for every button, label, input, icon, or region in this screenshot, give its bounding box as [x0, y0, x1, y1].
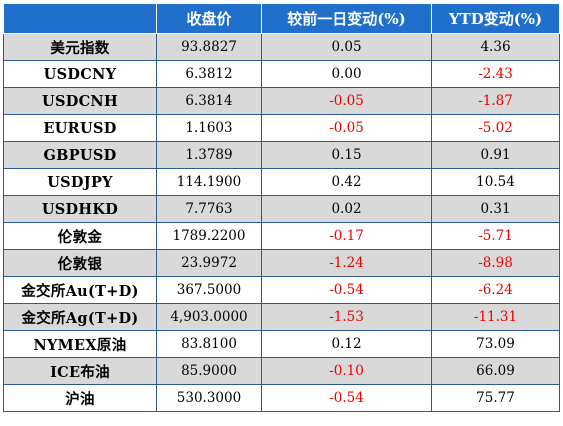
table-row: USDCNY 6.3812 0.00 -2.43	[3, 60, 560, 88]
header-daily-change: 较前一日变动(%)	[261, 3, 432, 34]
instrument-name-cell: 金交所Ag(T+D)	[3, 303, 157, 331]
market-table-frame: 收盘价 较前一日变动(%) YTD变动(%) 美元指数 93.8827 0.05 4.…	[3, 3, 560, 422]
instrument-name-cell: ICE布油	[3, 357, 157, 385]
instrument-name-cell: USDCNH	[3, 87, 157, 115]
close-price-cell: 530.3000	[156, 384, 262, 412]
close-price-cell: 85.9000	[156, 357, 262, 385]
table-row: 金交所Ag(T+D) 4,903.0000 -1.53 -11.31	[3, 303, 560, 331]
instrument-name-cell: NYMEX原油	[3, 330, 157, 358]
instrument-name-cell: 美元指数	[3, 33, 157, 61]
close-price-cell: 114.1900	[156, 168, 262, 196]
ytd-change-cell: -2.43	[431, 60, 560, 88]
daily-change-cell: 0.00	[261, 60, 432, 88]
daily-change-cell: 0.05	[261, 33, 432, 61]
table-row: 美元指数 93.8827 0.05 4.36	[3, 33, 560, 61]
header-row: 收盘价 较前一日变动(%) YTD变动(%)	[3, 3, 560, 34]
ytd-change-cell: 66.09	[431, 357, 560, 385]
close-price-cell: 93.8827	[156, 33, 262, 61]
instrument-name-cell: USDJPY	[3, 168, 157, 196]
header-close: 收盘价	[156, 3, 262, 34]
daily-change-cell: -1.24	[261, 249, 432, 277]
daily-change-cell: -0.17	[261, 222, 432, 250]
table-row: USDCNH 6.3814 -0.05 -1.87	[3, 87, 560, 115]
close-price-cell: 23.9972	[156, 249, 262, 277]
market-data-table: 收盘价 较前一日变动(%) YTD变动(%) 美元指数 93.8827 0.05 4.…	[3, 3, 560, 412]
close-price-cell: 6.3814	[156, 87, 262, 115]
daily-change-cell: -0.54	[261, 276, 432, 304]
ytd-change-cell: -6.24	[431, 276, 560, 304]
table-row: NYMEX原油 83.8100 0.12 73.09	[3, 330, 560, 358]
close-price-cell: 1.3789	[156, 141, 262, 169]
instrument-name-cell: GBPUSD	[3, 141, 157, 169]
instrument-name-cell: 伦敦金	[3, 222, 157, 250]
close-price-cell: 83.8100	[156, 330, 262, 358]
header-instrument	[3, 3, 157, 34]
daily-change-cell: -0.10	[261, 357, 432, 385]
ytd-change-cell: -8.98	[431, 249, 560, 277]
table-row: USDHKD 7.7763 0.02 0.31	[3, 195, 560, 223]
instrument-name-cell: EURUSD	[3, 114, 157, 142]
daily-change-cell: -0.05	[261, 114, 432, 142]
instrument-name-cell: 金交所Au(T+D)	[3, 276, 157, 304]
table-row: GBPUSD 1.3789 0.15 0.91	[3, 141, 560, 169]
table-row: ICE布油 85.9000 -0.10 66.09	[3, 357, 560, 385]
table-row: 伦敦银 23.9972 -1.24 -8.98	[3, 249, 560, 277]
ytd-change-cell: 0.31	[431, 195, 560, 223]
daily-change-cell: 0.12	[261, 330, 432, 358]
instrument-name-cell: 伦敦银	[3, 249, 157, 277]
table-row: 金交所Au(T+D) 367.5000 -0.54 -6.24	[3, 276, 560, 304]
instrument-name-cell: USDHKD	[3, 195, 157, 223]
ytd-change-cell: 73.09	[431, 330, 560, 358]
ytd-change-cell: -5.02	[431, 114, 560, 142]
close-price-cell: 7.7763	[156, 195, 262, 223]
table-body: 美元指数 93.8827 0.05 4.36 USDCNY 6.3812 0.00 -2.43…	[3, 33, 560, 412]
close-price-cell: 367.5000	[156, 276, 262, 304]
ytd-change-cell: -11.31	[431, 303, 560, 331]
instrument-name-cell: 沪油	[3, 384, 157, 412]
ytd-change-cell: 0.91	[431, 141, 560, 169]
table-row: EURUSD 1.1603 -0.05 -5.02	[3, 114, 560, 142]
ytd-change-cell: -5.71	[431, 222, 560, 250]
ytd-change-cell: 4.36	[431, 33, 560, 61]
daily-change-cell: 0.42	[261, 168, 432, 196]
header-ytd-change: YTD变动(%)	[431, 3, 560, 34]
table-row: 伦敦金 1789.2200 -0.17 -5.71	[3, 222, 560, 250]
daily-change-cell: -1.53	[261, 303, 432, 331]
close-price-cell: 6.3812	[156, 60, 262, 88]
daily-change-cell: 0.15	[261, 141, 432, 169]
close-price-cell: 4,903.0000	[156, 303, 262, 331]
ytd-change-cell: 75.77	[431, 384, 560, 412]
daily-change-cell: -0.54	[261, 384, 432, 412]
instrument-name-cell: USDCNY	[3, 60, 157, 88]
daily-change-cell: 0.02	[261, 195, 432, 223]
daily-change-cell: -0.05	[261, 87, 432, 115]
ytd-change-cell: -1.87	[431, 87, 560, 115]
close-price-cell: 1789.2200	[156, 222, 262, 250]
table-row: USDJPY 114.1900 0.42 10.54	[3, 168, 560, 196]
ytd-change-cell: 10.54	[431, 168, 560, 196]
close-price-cell: 1.1603	[156, 114, 262, 142]
table-row: 沪油 530.3000 -0.54 75.77	[3, 384, 560, 412]
